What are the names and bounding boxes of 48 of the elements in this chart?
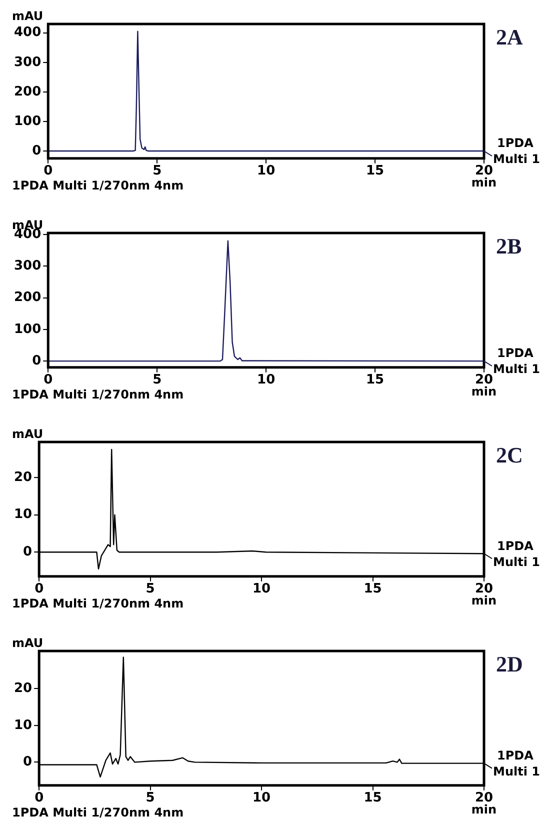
legend-label: 1PDA Multi 1 <box>493 346 540 376</box>
x-tick-label: 0 <box>44 372 53 388</box>
chart-title: 2A <box>496 24 523 50</box>
y-tick-label: 0 <box>23 754 32 770</box>
x-tick-label: 15 <box>366 372 384 388</box>
y-tick-label: 0 <box>32 143 42 158</box>
x-tick-label: 5 <box>152 164 162 179</box>
y-tick-label: 100 <box>14 114 42 129</box>
text: 1PDA Multi 1/270nm 4nm <box>12 596 184 611</box>
chart-title: 2D <box>496 652 523 677</box>
y-tick-label: 20 <box>14 470 32 485</box>
x-tick-label: 10 <box>252 790 271 806</box>
y-axis-title: mAU <box>12 636 44 650</box>
x-tick-label: 5 <box>152 372 162 388</box>
text: 1PDA Multi 1/270nm 4nm <box>12 178 184 193</box>
x-tick-label: 15 <box>366 164 384 179</box>
x-tick-label: 5 <box>146 582 155 597</box>
x-tick-label: 15 <box>364 790 382 806</box>
y-axis-title: mAU <box>12 427 44 442</box>
x-axis-title: min <box>471 384 497 399</box>
x-axis-title: min <box>471 176 497 190</box>
x-axis-title: min <box>471 802 497 817</box>
y-tick-label: 20 <box>14 680 32 696</box>
chart-title: 2B <box>496 234 522 259</box>
x-tick-label: 10 <box>252 582 271 597</box>
y-tick-label: 200 <box>14 84 42 100</box>
y-tick-label: 10 <box>14 718 32 733</box>
x-tick-label: 15 <box>364 582 382 597</box>
text: 1PDA Multi 1/270nm 4nm <box>12 806 184 820</box>
x-tick-label: 5 <box>146 790 155 806</box>
x-tick-label: 10 <box>257 164 276 179</box>
y-axis-title: mAU <box>12 9 44 24</box>
text: 1PDA Multi 1/270nm 4nm <box>12 388 184 402</box>
y-tick-label: 300 <box>14 54 42 70</box>
x-tick-label: 10 <box>257 372 276 388</box>
y-tick-label: 200 <box>14 290 42 306</box>
y-tick-label: 10 <box>14 507 32 522</box>
legend-label: 1PDA Multi 1 <box>493 538 540 569</box>
x-tick-label: 0 <box>44 164 53 179</box>
legend-label: 1PDA Multi 1 <box>493 748 540 778</box>
y-tick-label: 300 <box>14 258 42 274</box>
y-tick-label: 100 <box>14 322 42 337</box>
y-tick-label: 0 <box>32 353 42 368</box>
x-axis-title: min <box>471 594 497 608</box>
y-tick-label: 0 <box>23 544 32 560</box>
y-tick-label: 400 <box>14 25 42 40</box>
chart-title: 2C <box>496 442 523 468</box>
legend-label: 1PDA Multi 1 <box>493 136 540 166</box>
